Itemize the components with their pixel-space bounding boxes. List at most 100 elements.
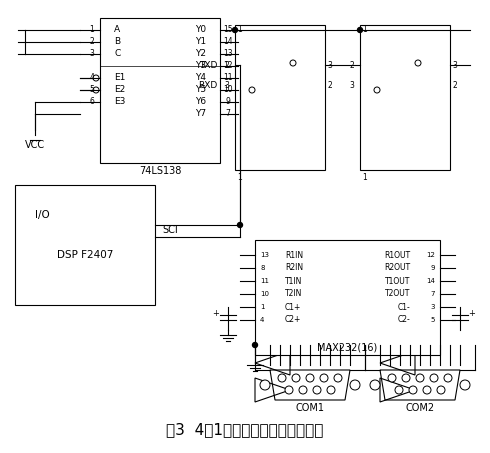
Text: +: + — [213, 308, 220, 318]
Text: E2: E2 — [114, 86, 125, 95]
Text: 2: 2 — [453, 81, 457, 90]
Text: Y6: Y6 — [195, 97, 206, 106]
Text: R2IN: R2IN — [285, 264, 303, 273]
Circle shape — [444, 374, 452, 382]
Text: I/O: I/O — [35, 210, 50, 220]
Text: B: B — [114, 38, 120, 47]
Text: Y1: Y1 — [195, 38, 206, 47]
Text: COM2: COM2 — [405, 403, 435, 413]
Circle shape — [358, 28, 363, 33]
Text: T2OUT: T2OUT — [385, 289, 410, 299]
Circle shape — [278, 374, 286, 382]
Text: 13: 13 — [260, 252, 269, 258]
Circle shape — [423, 386, 431, 394]
Circle shape — [334, 374, 342, 382]
Text: 10: 10 — [260, 291, 269, 297]
Text: 1: 1 — [238, 173, 243, 183]
Text: 1: 1 — [363, 25, 368, 34]
Text: RXD: RXD — [198, 81, 217, 90]
Text: R1IN: R1IN — [285, 251, 303, 260]
Circle shape — [409, 386, 417, 394]
Text: 14: 14 — [426, 278, 435, 284]
Circle shape — [350, 380, 360, 390]
Text: 1: 1 — [363, 173, 368, 183]
Circle shape — [460, 380, 470, 390]
Bar — [235, 25, 325, 170]
Text: 1: 1 — [238, 25, 243, 34]
Circle shape — [238, 222, 243, 227]
Text: Y0: Y0 — [195, 25, 206, 34]
Text: TXD: TXD — [198, 61, 217, 69]
Text: Y2: Y2 — [195, 49, 206, 58]
Circle shape — [299, 386, 307, 394]
Text: E1: E1 — [114, 73, 125, 82]
Text: C1+: C1+ — [285, 303, 301, 312]
Text: C2+: C2+ — [285, 315, 301, 324]
Text: 6: 6 — [90, 97, 95, 106]
Text: 5: 5 — [431, 317, 435, 323]
Text: Y4: Y4 — [195, 73, 206, 82]
Text: A: A — [114, 25, 120, 34]
Text: 1: 1 — [90, 25, 95, 34]
Bar — [15, 185, 155, 305]
Text: C1-: C1- — [397, 303, 410, 312]
Text: 12: 12 — [223, 62, 233, 71]
Text: 15: 15 — [223, 25, 233, 34]
Text: C: C — [114, 49, 120, 58]
Text: 3: 3 — [349, 81, 354, 90]
Circle shape — [437, 386, 445, 394]
Circle shape — [285, 386, 293, 394]
Circle shape — [402, 374, 410, 382]
Text: R2OUT: R2OUT — [384, 264, 410, 273]
Text: 12: 12 — [426, 252, 435, 258]
Text: 3: 3 — [453, 61, 458, 69]
Text: Y7: Y7 — [195, 110, 206, 119]
Text: 2: 2 — [224, 61, 229, 69]
Circle shape — [327, 386, 335, 394]
Text: 8: 8 — [260, 265, 265, 271]
Text: T2IN: T2IN — [285, 289, 302, 299]
Circle shape — [370, 380, 380, 390]
Circle shape — [430, 374, 438, 382]
Text: 3: 3 — [90, 49, 95, 58]
Text: C2-: C2- — [397, 315, 410, 324]
Text: 4: 4 — [90, 73, 95, 82]
Text: 7: 7 — [225, 110, 230, 119]
Text: 2: 2 — [350, 61, 354, 69]
Bar — [360, 25, 450, 170]
Text: 74LS138: 74LS138 — [139, 166, 181, 176]
Text: 11: 11 — [260, 278, 269, 284]
Circle shape — [395, 386, 403, 394]
Text: VCC: VCC — [25, 140, 45, 150]
Text: 4: 4 — [260, 317, 265, 323]
Circle shape — [232, 28, 238, 33]
Text: 7: 7 — [431, 291, 435, 297]
Circle shape — [313, 386, 321, 394]
Text: 10: 10 — [223, 86, 233, 95]
Text: DSP F2407: DSP F2407 — [57, 250, 113, 260]
Text: 图3  4转1串口通信模块电路原理图: 图3 4转1串口通信模块电路原理图 — [166, 423, 324, 438]
Circle shape — [388, 374, 396, 382]
Text: 9: 9 — [431, 265, 435, 271]
Text: 3: 3 — [327, 61, 332, 69]
Text: 3: 3 — [431, 304, 435, 310]
Text: SCI: SCI — [162, 225, 178, 235]
Text: 2: 2 — [328, 81, 332, 90]
Bar — [100, 18, 220, 163]
Text: COM1: COM1 — [295, 403, 324, 413]
Circle shape — [416, 374, 424, 382]
Text: 13: 13 — [223, 49, 233, 58]
Text: Y5: Y5 — [195, 86, 206, 95]
Text: R1OUT: R1OUT — [384, 251, 410, 260]
Text: E3: E3 — [114, 97, 125, 106]
Circle shape — [252, 342, 258, 347]
Text: 3: 3 — [224, 81, 229, 90]
Text: MAX232(16): MAX232(16) — [317, 342, 377, 352]
Circle shape — [292, 374, 300, 382]
Text: 9: 9 — [225, 97, 230, 106]
Circle shape — [320, 374, 328, 382]
Circle shape — [306, 374, 314, 382]
Text: 14: 14 — [223, 38, 233, 47]
Text: 5: 5 — [90, 86, 95, 95]
Circle shape — [260, 380, 270, 390]
